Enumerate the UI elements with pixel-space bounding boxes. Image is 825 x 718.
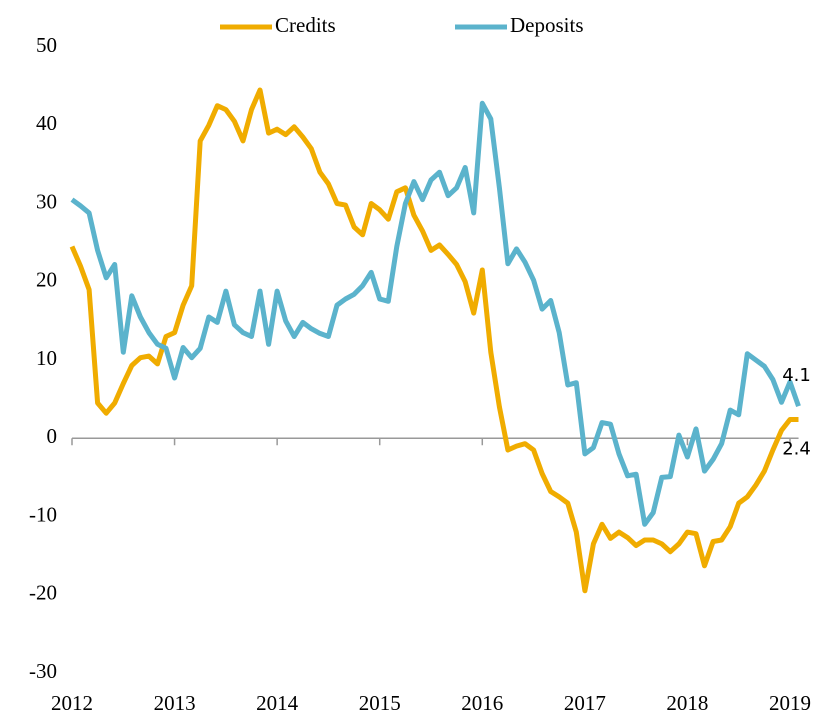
y-tick-label: 20 xyxy=(36,268,57,292)
y-tick-label: 10 xyxy=(36,346,57,370)
x-tick-label: 2019 xyxy=(769,691,811,715)
x-tick-label: 2016 xyxy=(461,691,503,715)
y-tick-label: -10 xyxy=(29,502,57,526)
x-tick-label: 2013 xyxy=(154,691,196,715)
legend-label: Credits xyxy=(275,13,336,37)
legend-label: Deposits xyxy=(510,13,584,37)
x-tick-label: 2018 xyxy=(666,691,708,715)
y-tick-label: 40 xyxy=(36,111,57,135)
x-tick-label: 2015 xyxy=(359,691,401,715)
x-tick-label: 2017 xyxy=(564,691,606,715)
y-tick-label: -30 xyxy=(29,659,57,683)
x-tick-label: 2014 xyxy=(256,691,299,715)
x-tick-label: 2012 xyxy=(51,691,93,715)
y-tick-label: 30 xyxy=(36,189,57,213)
line-series xyxy=(70,100,801,527)
y-tick-label: 0 xyxy=(47,424,58,448)
end-label: 4.1 xyxy=(782,365,811,386)
y-tick-label: -20 xyxy=(29,581,57,605)
line-series xyxy=(69,87,799,594)
y-tick-label: 50 xyxy=(36,33,57,57)
end-label: 2.4 xyxy=(782,438,811,459)
